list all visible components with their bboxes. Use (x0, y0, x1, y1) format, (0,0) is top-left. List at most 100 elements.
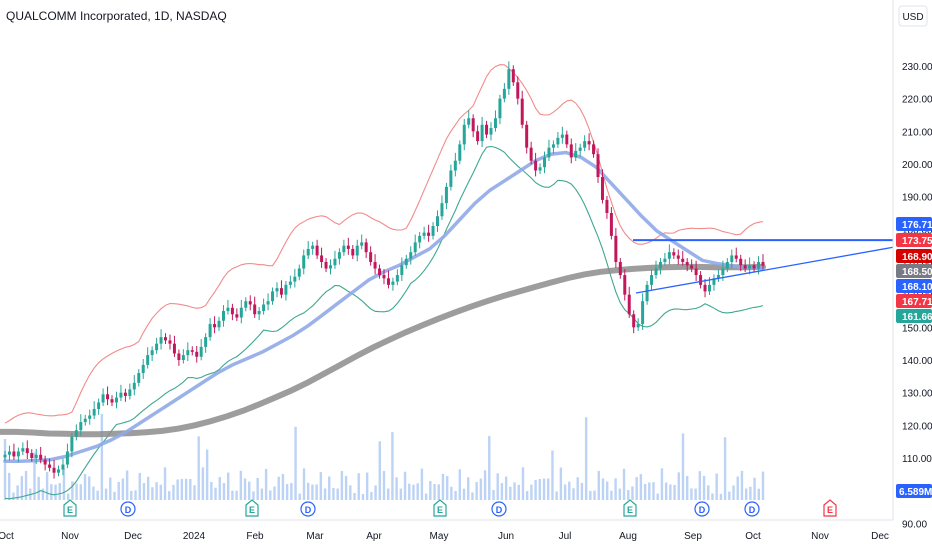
volume-bar (635, 477, 638, 500)
volume-bar (71, 481, 74, 500)
candle (627, 286, 631, 318)
volume-bar (8, 472, 11, 500)
volume-bar (761, 471, 765, 500)
candle (57, 465, 61, 477)
candle-body (137, 373, 141, 383)
volume-bar (740, 470, 744, 500)
volume-bar (479, 478, 483, 500)
price-tick-170: 170.00 (902, 258, 932, 269)
dividend-marker[interactable]: D (300, 501, 316, 517)
volume-bar (163, 467, 167, 500)
volume-bar (113, 491, 116, 500)
earnings-marker[interactable]: E (63, 499, 77, 517)
earnings-icon (823, 499, 837, 517)
dividend-marker[interactable]: D (491, 501, 507, 517)
candle (560, 126, 564, 144)
candle-body (471, 118, 475, 132)
volume-bar (142, 483, 146, 500)
volume-bar (210, 481, 213, 500)
candle-body (92, 409, 96, 416)
volume-bar (353, 492, 356, 500)
candle (3, 450, 7, 461)
volume-bar (79, 484, 82, 500)
volume-bar (429, 480, 432, 500)
candle (204, 333, 208, 353)
candle (293, 268, 297, 288)
candle-body (676, 255, 680, 259)
candle-body (485, 124, 489, 135)
volume-bar (399, 488, 403, 500)
volume-bar (728, 491, 731, 500)
candle-body (436, 216, 440, 227)
candle (400, 257, 404, 281)
volume-bar (315, 484, 318, 500)
volume-bar (525, 491, 529, 500)
candle (284, 280, 288, 301)
candle (444, 182, 448, 210)
candle-body (262, 304, 266, 311)
time-axis[interactable]: Oct Nov Dec 2024 Feb Mar Apr May Jun Jul Aug Sep Oct… (0, 531, 889, 542)
time-tick-2: Dec (124, 531, 142, 542)
candle-body (547, 147, 551, 158)
candle (150, 346, 154, 361)
candle (485, 120, 489, 139)
event-letter: E (437, 505, 443, 515)
volume-bar (614, 478, 617, 500)
bollinger-lower-line (4, 145, 764, 500)
candle-body (569, 144, 573, 158)
dividend-marker[interactable]: D (120, 501, 136, 517)
volume-bar (711, 493, 714, 500)
currency-button[interactable]: USD (898, 5, 928, 27)
candle-body (565, 134, 569, 145)
trend-lines[interactable] (633, 239, 894, 294)
earnings-icon (63, 499, 77, 517)
price-tick-90: 90.00 (902, 519, 927, 530)
dividend-marker[interactable]: D (694, 501, 710, 517)
candle (605, 195, 609, 219)
candle (583, 135, 587, 152)
earnings-marker[interactable]: E (623, 499, 637, 517)
volume-bar (589, 490, 592, 500)
price-label-tag: 176.71 (896, 217, 932, 231)
candle (748, 257, 752, 275)
candle (614, 228, 618, 268)
candle (221, 305, 225, 327)
volume-bar (580, 482, 584, 500)
candle (507, 61, 511, 95)
candle (83, 414, 87, 426)
candle (650, 269, 654, 291)
candle-body (248, 301, 252, 305)
volume-bar (311, 484, 314, 500)
price-tick-200: 200.00 (902, 160, 932, 171)
candle-body (431, 226, 435, 236)
candle (271, 287, 275, 305)
volume-bar (130, 490, 133, 500)
volume-bar (627, 490, 630, 500)
candle-body (190, 350, 194, 352)
candle (333, 250, 337, 269)
candle (462, 118, 466, 151)
volume-bar (408, 483, 411, 500)
candle (74, 424, 78, 441)
candle (436, 210, 440, 232)
earnings-marker[interactable]: E (823, 499, 837, 517)
candle (114, 391, 118, 409)
candle-body (681, 258, 685, 262)
candle (493, 110, 497, 132)
volume-bar (281, 474, 285, 500)
candle (516, 76, 520, 105)
candle (306, 241, 310, 260)
volume-bar (277, 476, 280, 500)
earnings-marker[interactable]: E (433, 499, 447, 517)
candle (275, 282, 279, 298)
candle-body (511, 69, 515, 83)
candle-body (342, 245, 346, 253)
event-letter: E (67, 505, 73, 515)
dividend-marker[interactable]: D (744, 501, 760, 517)
candle-body (39, 454, 43, 460)
earnings-marker[interactable]: E (245, 499, 259, 517)
candle-body (141, 364, 145, 374)
volume-bar (702, 475, 706, 500)
